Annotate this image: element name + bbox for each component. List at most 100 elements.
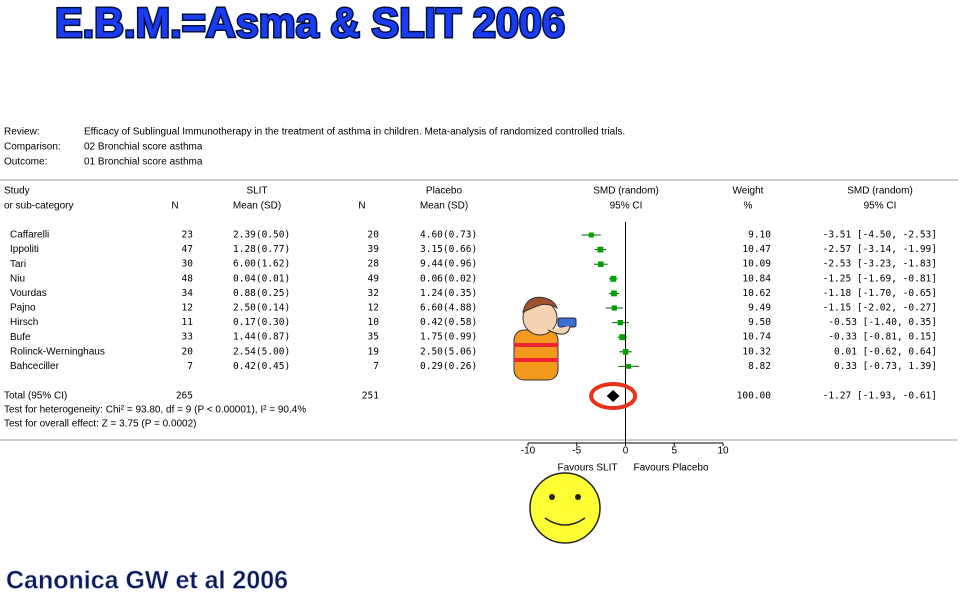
n-placebo: 39 xyxy=(368,244,380,255)
info-label: Outcome: xyxy=(4,157,47,168)
effect-square xyxy=(622,348,629,355)
weight: 9.49 xyxy=(748,303,771,314)
overall-effect: Test for overall effect: Z = 3.75 (P = 0… xyxy=(4,419,197,430)
total-n-slit: 265 xyxy=(176,391,193,402)
placebo-mean-sd: 0.42(0.58) xyxy=(420,317,477,328)
n-slit: 12 xyxy=(182,303,193,314)
placebo-mean-sd: 0.29(0.26) xyxy=(420,361,477,372)
smd-ci: -1.25 [-1.69, -0.81] xyxy=(823,273,937,284)
column-header: Study xyxy=(4,186,30,197)
column-header: 95% CI xyxy=(864,201,897,212)
weight: 10.84 xyxy=(742,273,771,284)
slit-mean-sd: 0.88(0.25) xyxy=(233,288,290,299)
study-name: Bufe xyxy=(10,332,31,343)
column-header: SMD (random) xyxy=(593,186,659,197)
weight: 10.09 xyxy=(742,259,771,270)
n-slit: 7 xyxy=(187,361,193,372)
slit-mean-sd: 2.50(0.14) xyxy=(233,303,290,314)
smd-ci: -0.33 [-0.81, 0.15] xyxy=(828,332,937,343)
placebo-mean-sd: 6.60(4.88) xyxy=(420,303,477,314)
n-slit: 48 xyxy=(182,273,194,284)
slit-mean-sd: 6.00(1.62) xyxy=(233,259,290,270)
weight: 10.74 xyxy=(742,332,771,343)
info-label: Review: xyxy=(4,127,40,138)
column-header: SLIT xyxy=(246,186,267,197)
placebo-mean-sd: 1.24(0.35) xyxy=(420,288,477,299)
n-slit: 30 xyxy=(182,259,194,270)
column-header: or sub-category xyxy=(4,201,73,212)
effect-square xyxy=(610,275,617,282)
n-placebo: 32 xyxy=(368,288,379,299)
column-header: 95% CI xyxy=(610,201,643,212)
weight: 10.32 xyxy=(742,346,771,357)
column-header: Weight xyxy=(733,186,764,197)
slit-mean-sd: 0.42(0.45) xyxy=(233,361,290,372)
slit-mean-sd: 2.39(0.50) xyxy=(233,230,290,241)
x-label-left: Favours SLIT xyxy=(557,463,617,474)
x-tick-label: 5 xyxy=(671,446,677,457)
x-tick-label: -10 xyxy=(521,446,536,457)
weight: 10.47 xyxy=(742,244,771,255)
weight: 9.50 xyxy=(748,317,771,328)
highlight-ring xyxy=(589,382,638,410)
x-tick-label: 10 xyxy=(717,446,729,457)
total-smd-ci: -1.27 [-1.93, -0.61] xyxy=(823,391,937,402)
effect-square xyxy=(598,261,604,267)
n-slit: 23 xyxy=(182,230,193,241)
slit-mean-sd: 2.54(5.00) xyxy=(233,346,290,357)
info-text: 01 Bronchial score asthma xyxy=(84,157,203,168)
child-illustration xyxy=(513,296,577,381)
smd-ci: -0.53 [-1.40, 0.35] xyxy=(828,317,937,328)
n-slit: 47 xyxy=(182,244,193,255)
study-name: Hirsch xyxy=(10,317,38,328)
study-name: Vourdas xyxy=(10,288,47,299)
n-placebo: 20 xyxy=(368,230,380,241)
effect-square xyxy=(617,319,623,326)
study-name: Rolinck-Werninghaus xyxy=(10,346,105,357)
n-placebo: 28 xyxy=(368,259,380,270)
column-header: SMD (random) xyxy=(847,186,913,197)
column-header: Placebo xyxy=(426,186,463,197)
effect-square xyxy=(597,246,604,253)
smd-ci: -2.53 [-3.23, -1.83] xyxy=(823,259,937,270)
smd-ci: -1.18 [-1.70, -0.65] xyxy=(823,288,937,299)
n-placebo: 19 xyxy=(368,346,380,357)
smd-ci: 0.33 [-0.73, 1.39] xyxy=(834,361,937,372)
slit-mean-sd: 0.17(0.30) xyxy=(233,317,290,328)
n-placebo: 49 xyxy=(368,273,380,284)
n-slit: 34 xyxy=(182,288,194,299)
slit-mean-sd: 0.04(0.01) xyxy=(233,273,290,284)
n-placebo: 7 xyxy=(373,361,379,372)
info-text: Efficacy of Sublingual Immunotherapy in … xyxy=(84,127,625,138)
total-diamond xyxy=(606,390,620,402)
info-label: Comparison: xyxy=(4,142,61,153)
x-tick-label: 0 xyxy=(623,446,629,457)
column-header: N xyxy=(171,201,178,212)
placebo-mean-sd: 4.60(0.73) xyxy=(420,230,477,241)
x-label-right: Favours Placebo xyxy=(634,463,709,474)
weight: 8.82 xyxy=(748,361,771,372)
footer: Canonica GW et al 2006 xyxy=(6,567,288,593)
n-slit: 20 xyxy=(182,346,194,357)
study-name: Niu xyxy=(10,273,25,284)
n-placebo: 10 xyxy=(368,317,380,328)
placebo-mean-sd: 9.44(0.96) xyxy=(420,259,477,270)
n-slit: 11 xyxy=(182,317,194,328)
column-header: N xyxy=(358,201,365,212)
column-header: Mean (SD) xyxy=(233,201,281,212)
slit-mean-sd: 1.44(0.87) xyxy=(233,332,290,343)
effect-square xyxy=(619,334,626,341)
n-slit: 33 xyxy=(182,332,193,343)
weight: 10.62 xyxy=(742,288,771,299)
effect-square xyxy=(626,363,632,369)
study-name: Ippoliti xyxy=(10,244,39,255)
placebo-mean-sd: 3.15(0.66) xyxy=(420,244,477,255)
slit-mean-sd: 1.28(0.77) xyxy=(233,244,290,255)
total-n-placebo: 251 xyxy=(362,391,379,402)
effect-square xyxy=(611,305,617,311)
smd-ci: -1.15 [-2.02, -0.27] xyxy=(823,303,937,314)
column-header: % xyxy=(744,201,753,212)
column-header: Mean (SD) xyxy=(420,201,468,212)
